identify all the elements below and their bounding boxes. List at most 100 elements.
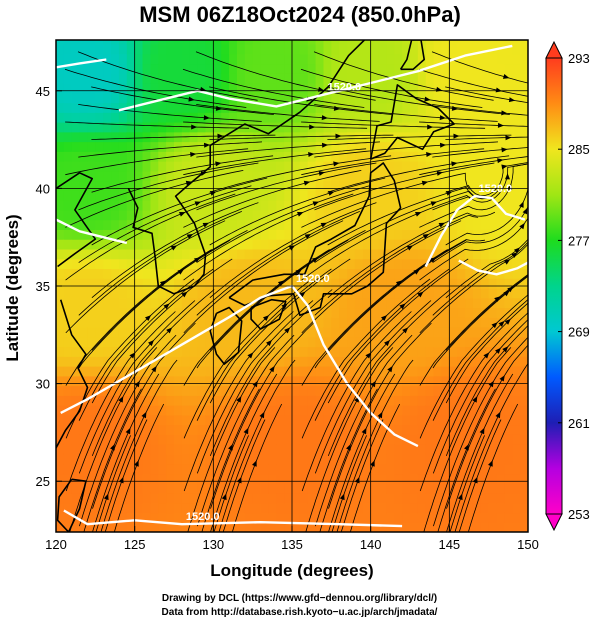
field-cell (103, 405, 112, 416)
field-cell (174, 356, 183, 367)
field-cell (268, 102, 277, 113)
field-cell (111, 40, 120, 45)
field-cell (386, 405, 395, 416)
field-cell (512, 317, 521, 328)
field-cell (292, 502, 301, 514)
field-cell (339, 278, 348, 289)
field-cell (260, 492, 269, 504)
streamline (91, 86, 274, 115)
field-cell (150, 346, 159, 357)
field-cell (189, 180, 199, 191)
streamline-arrow (118, 396, 124, 403)
field-cell (520, 307, 528, 318)
field-cell (276, 395, 285, 406)
field-cell (244, 512, 254, 523)
field-cell (197, 180, 207, 191)
field-cell (354, 356, 364, 367)
field-cell (386, 434, 395, 445)
field-cell (213, 327, 222, 338)
field-cell (134, 161, 144, 172)
field-cell (417, 434, 427, 445)
lat-lon-grid (55, 40, 529, 532)
field-cell (512, 141, 521, 152)
field-cell (307, 297, 317, 309)
field-cell (472, 219, 482, 230)
field-cell (480, 170, 490, 182)
field-cell (441, 40, 450, 45)
field-cell (441, 190, 450, 201)
field-cell (221, 375, 230, 387)
field-cell (496, 141, 505, 152)
field-cell (496, 63, 505, 74)
field-cell (244, 43, 254, 55)
field-cell (520, 444, 528, 455)
field-cell (103, 307, 112, 318)
field-cell (465, 161, 474, 172)
field-cell (103, 209, 112, 221)
field-cell (71, 190, 81, 201)
field-cell (284, 200, 293, 211)
field-cell (134, 63, 144, 74)
field-cell (229, 395, 238, 406)
field-cell (95, 151, 104, 162)
field-cell (292, 512, 301, 523)
streamline-arrow (495, 87, 502, 93)
field-cell (268, 483, 277, 494)
streamline (454, 363, 528, 532)
field-cell (142, 346, 151, 357)
field-cell (142, 40, 151, 45)
field-cell (480, 336, 490, 348)
field-cell (307, 287, 317, 299)
field-cell (339, 502, 348, 514)
streamline (65, 193, 236, 281)
field-cell (95, 141, 104, 152)
field-cell (181, 395, 191, 406)
field-cell (252, 307, 262, 318)
field-cell (252, 239, 262, 250)
field-cell (465, 434, 474, 445)
field-cell (449, 151, 458, 162)
field-cell (213, 317, 222, 328)
field-cell (166, 151, 175, 162)
field-cell (150, 122, 159, 133)
streamline-arrow (491, 322, 498, 329)
field-cell (213, 239, 222, 250)
field-cell (339, 297, 348, 309)
field-cell (111, 278, 120, 289)
field-cell (402, 395, 411, 406)
field-cell (339, 131, 348, 143)
field-cell (134, 170, 144, 182)
field-cell (150, 287, 159, 299)
field-cell (488, 366, 498, 377)
field-cell (197, 268, 207, 279)
streamline-arrow (191, 124, 198, 130)
field-cell (150, 180, 159, 191)
field-cell (472, 375, 482, 387)
field-cell (87, 151, 96, 162)
field-cell (166, 278, 175, 289)
field-cell (260, 278, 269, 289)
field-cell (504, 190, 513, 201)
field-cell (189, 307, 199, 318)
chart-title: MSM 06Z18Oct2024 (850.0hPa) (139, 2, 461, 27)
x-tick-label: 135 (281, 537, 303, 552)
field-cell (189, 502, 199, 514)
field-cell (441, 492, 450, 504)
field-cell (118, 122, 128, 133)
field-cell (158, 122, 167, 133)
streamline (419, 121, 528, 127)
field-cell (126, 375, 136, 387)
field-cell (205, 385, 214, 396)
field-cell (158, 424, 167, 435)
field-cell (244, 444, 254, 455)
field-cell (276, 434, 285, 445)
streamline (91, 134, 276, 140)
field-cell (354, 112, 364, 123)
streamline-arrow (148, 340, 154, 347)
field-cell (56, 366, 65, 377)
field-cell (378, 180, 387, 191)
field-cell (244, 327, 254, 338)
field-cell (347, 414, 356, 426)
field-cell (425, 395, 435, 406)
field-cell (339, 180, 348, 191)
